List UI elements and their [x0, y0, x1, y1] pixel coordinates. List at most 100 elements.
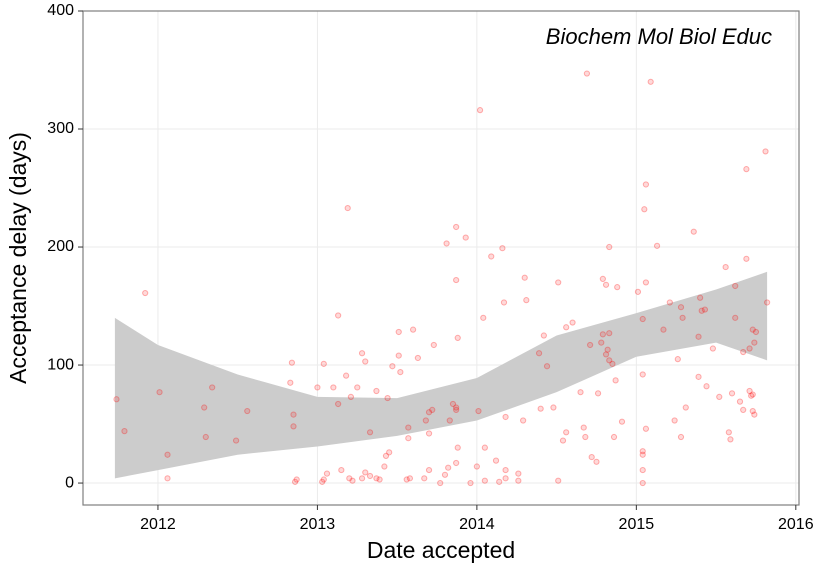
point [563, 429, 570, 436]
y-tick-label: 100 [47, 356, 74, 373]
point [449, 400, 457, 408]
confidence-band [114, 271, 768, 479]
point [732, 314, 739, 321]
point [682, 404, 689, 411]
point [403, 476, 410, 483]
point [593, 458, 600, 465]
point [515, 477, 522, 484]
point [397, 369, 404, 376]
point [347, 393, 355, 401]
point [430, 341, 437, 349]
point [453, 406, 460, 413]
point [606, 330, 613, 337]
annotation: Biochem Mol Biol Educ [546, 24, 772, 49]
point [606, 357, 613, 364]
point [746, 387, 753, 395]
point [453, 276, 460, 284]
point [488, 253, 495, 260]
point [362, 358, 369, 365]
point [604, 346, 611, 353]
point [671, 417, 678, 424]
point [679, 314, 686, 321]
point [550, 404, 557, 411]
point [476, 107, 484, 114]
point [642, 279, 650, 286]
point [587, 341, 594, 349]
point [156, 389, 163, 396]
x-axis-title: Date accepted [367, 537, 515, 563]
point [642, 425, 650, 432]
point [453, 223, 460, 231]
point [502, 475, 509, 482]
point [749, 391, 756, 398]
y-tick-label: 400 [47, 2, 74, 19]
point [727, 436, 734, 443]
point [555, 477, 562, 484]
point [409, 326, 417, 333]
point [346, 475, 353, 482]
point [376, 476, 383, 483]
point [695, 333, 702, 340]
point [232, 437, 240, 444]
axes-layer: 0 100 200 300 400 2012 2013 2014 2015 2016 [47, 2, 813, 533]
point [653, 242, 661, 249]
point [344, 204, 351, 212]
point [386, 449, 393, 456]
point [752, 328, 760, 336]
point [287, 379, 294, 386]
point [540, 332, 547, 339]
point [555, 279, 562, 286]
point [201, 404, 208, 411]
point [577, 389, 584, 396]
point [381, 463, 388, 470]
point [454, 444, 461, 451]
point [113, 396, 120, 403]
point [690, 228, 697, 235]
point [425, 430, 433, 437]
point [244, 407, 251, 415]
point [320, 476, 327, 483]
point [446, 417, 453, 424]
point [354, 384, 361, 391]
point [425, 409, 433, 416]
point [563, 324, 570, 331]
point [674, 356, 681, 363]
point [703, 383, 710, 390]
point [639, 448, 646, 455]
point [480, 314, 487, 321]
point [537, 405, 544, 412]
point [373, 387, 380, 395]
point [701, 306, 709, 313]
point [634, 288, 642, 295]
point [588, 453, 595, 461]
y-tick-label: 300 [47, 120, 74, 137]
point [405, 424, 412, 431]
point [599, 275, 606, 282]
point [639, 479, 646, 487]
point [405, 435, 412, 442]
point [749, 407, 756, 415]
x-tick-label: 2013 [300, 516, 336, 533]
point [475, 407, 482, 415]
point [535, 350, 543, 357]
point [736, 398, 744, 405]
point [425, 466, 433, 474]
point [319, 478, 326, 485]
point [677, 304, 685, 311]
point [582, 433, 589, 441]
point [618, 418, 626, 425]
point [639, 371, 646, 378]
point [443, 240, 450, 247]
x-tick-label: 2014 [459, 516, 495, 533]
point [722, 263, 729, 271]
point [462, 234, 469, 241]
point [602, 351, 610, 358]
point [453, 459, 460, 467]
x-tick-label: 2012 [140, 516, 176, 533]
point [612, 377, 619, 384]
point [580, 424, 587, 431]
point [666, 299, 673, 306]
point [583, 70, 591, 77]
point [142, 289, 149, 297]
